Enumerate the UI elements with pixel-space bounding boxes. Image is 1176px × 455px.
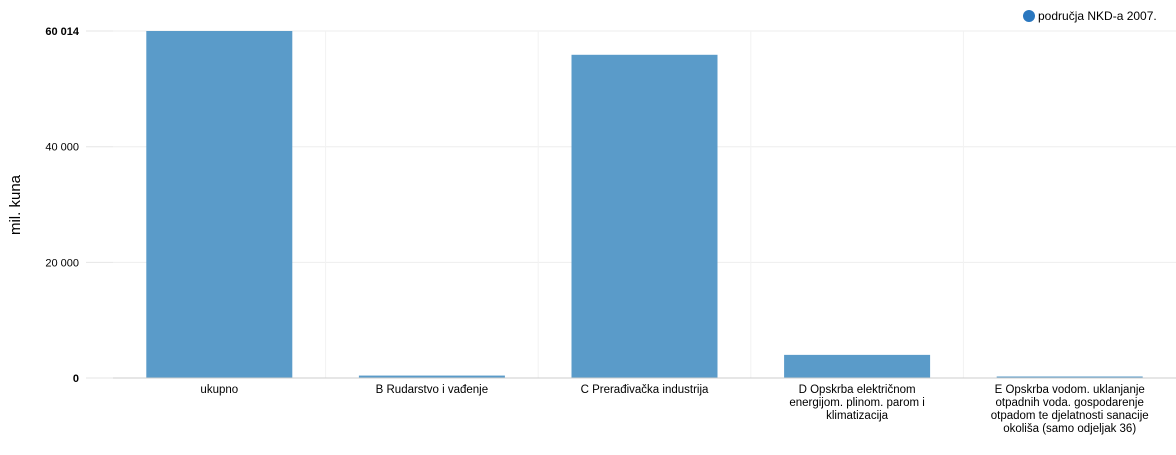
y-tick-label: 40 000 [45, 142, 79, 154]
legend-marker [1023, 10, 1035, 22]
y-axis: 0 20 000 40 000 60 014 [45, 26, 113, 385]
bar-2[interactable] [571, 54, 718, 379]
bar-1[interactable] [358, 375, 505, 378]
x-tick-label: B Rudarstvo i vađenje [375, 384, 489, 396]
y-tick-label: 20 000 [45, 257, 79, 269]
x-tick-label: C Prerađivačka industrija [580, 384, 709, 396]
x-tick-label: E Opskrba vodom. uklanjanje otpadnih vod… [990, 384, 1149, 435]
legend-label: područja NKD-a 2007. [1038, 9, 1157, 23]
bar-4[interactable] [996, 376, 1143, 379]
y-axis-label: mil. kuna [7, 174, 24, 235]
x-tick-label: ukupno [200, 384, 239, 396]
y-tick-label: 60 014 [45, 26, 80, 38]
bars [146, 31, 1143, 379]
bar-0[interactable] [146, 31, 293, 378]
x-tick-label: D Opskrba električnom energijom. plinom.… [789, 384, 925, 422]
legend[interactable]: područja NKD-a 2007. [1023, 9, 1157, 23]
y-tick-label: 0 [73, 373, 79, 385]
bar-3[interactable] [784, 354, 931, 378]
